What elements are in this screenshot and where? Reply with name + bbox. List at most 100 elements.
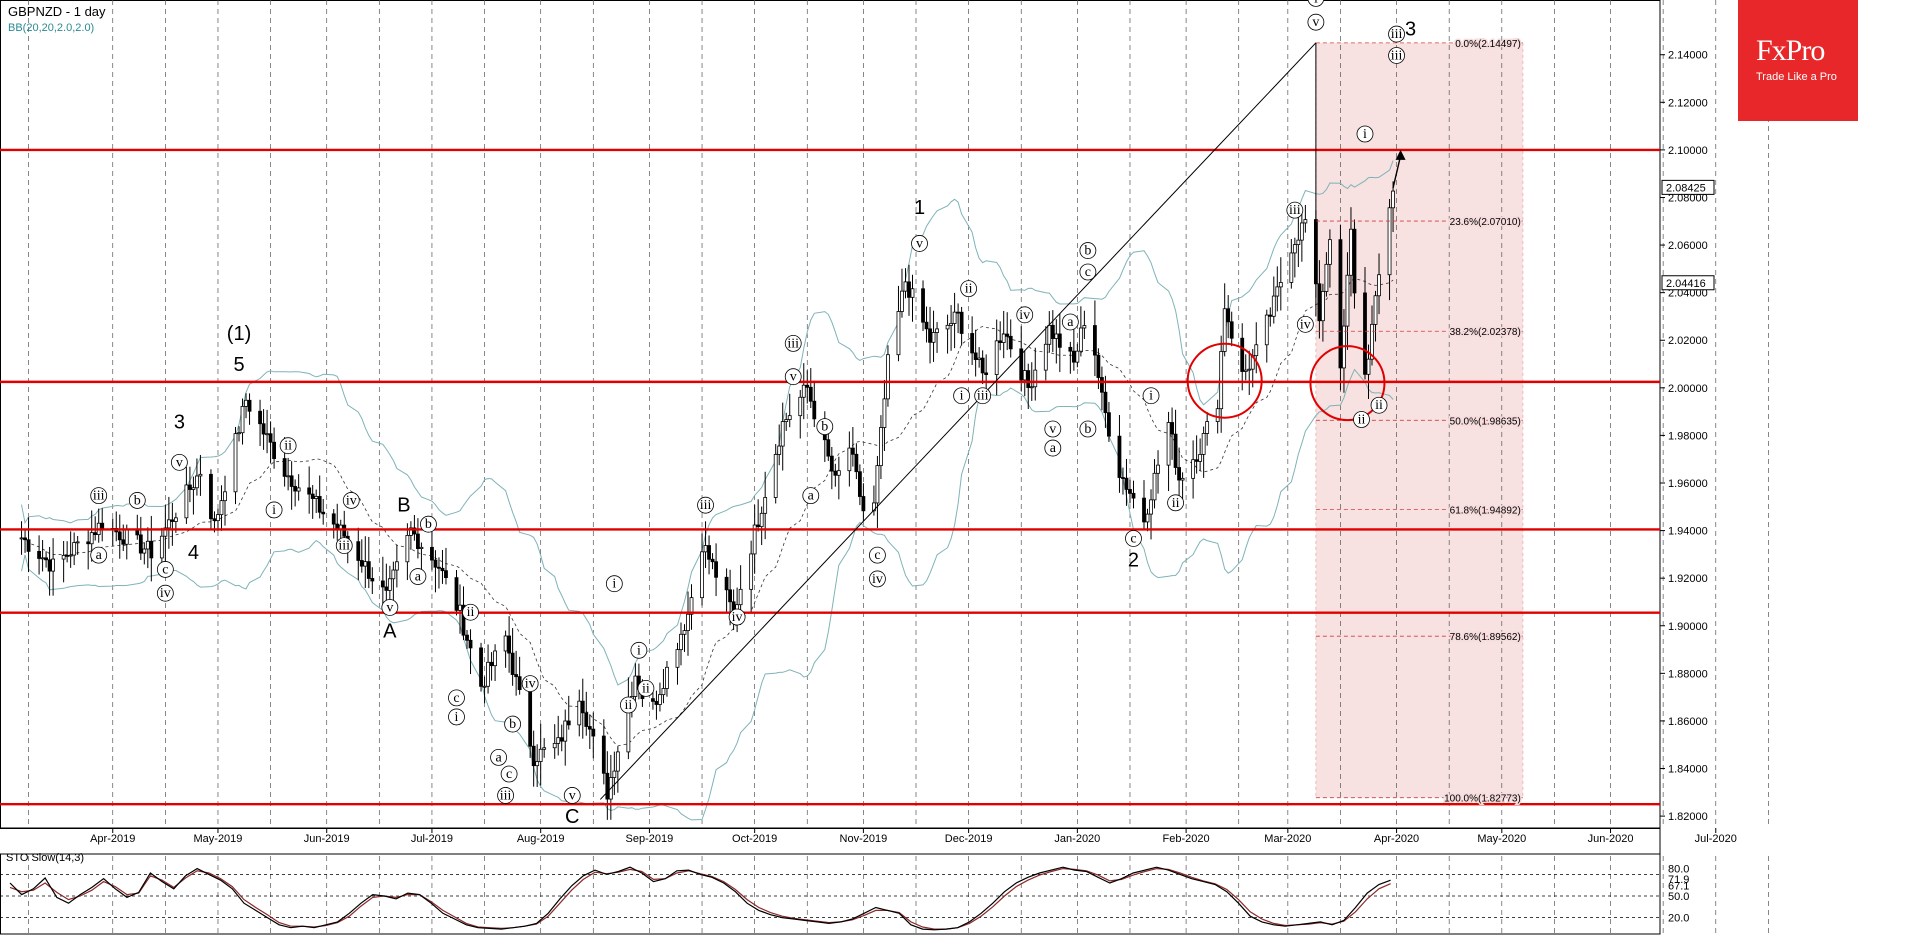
wave-label-circle xyxy=(504,715,522,733)
candle-body xyxy=(142,548,147,554)
wave-label: b xyxy=(1084,244,1091,259)
brand-logo: FxPro xyxy=(1756,34,1825,67)
stochastic-level-label: 50.0 xyxy=(1668,891,1689,903)
candle-body xyxy=(121,539,126,545)
candle-body xyxy=(391,569,396,580)
candle-body xyxy=(1268,314,1273,317)
candle-body xyxy=(1201,433,1206,455)
wave-label-circle xyxy=(156,584,174,602)
wave-label: iv xyxy=(1019,308,1030,323)
brand-logo-box[interactable]: FxPro Trade Like a Pro xyxy=(1738,0,1858,121)
candle-body xyxy=(1001,333,1006,343)
candle-body xyxy=(538,748,543,762)
candle-body xyxy=(861,496,866,512)
wave-label: i xyxy=(960,389,964,404)
candle-body xyxy=(833,470,838,476)
wave-label: iii xyxy=(1289,203,1301,218)
candle-body xyxy=(970,333,975,354)
wave-label-circle xyxy=(521,675,539,693)
candle-body xyxy=(258,410,262,425)
chart-title: GBPNZD - 1 day xyxy=(8,4,106,19)
wave-label-circle xyxy=(128,492,146,509)
candle-body xyxy=(408,527,413,536)
candle-body xyxy=(661,688,666,696)
wave-label: i xyxy=(1363,127,1367,142)
candle-body xyxy=(163,527,168,537)
wave-label-circle xyxy=(697,496,714,514)
time-tick-label: May-2019 xyxy=(194,833,243,845)
candle-body xyxy=(798,396,803,417)
wave-label: a xyxy=(1067,315,1074,330)
wave-label-circle xyxy=(1307,0,1325,7)
candle-body xyxy=(577,700,582,726)
candle-body xyxy=(921,288,925,323)
candle-body xyxy=(307,487,312,495)
wave-label: i xyxy=(1314,0,1318,6)
candle-body xyxy=(675,649,680,668)
wave-label-circle xyxy=(1044,420,1062,438)
wave-label-circle xyxy=(1356,125,1374,143)
wave-label-circle xyxy=(1044,439,1062,457)
candle-body xyxy=(366,561,371,579)
trendline xyxy=(599,42,1317,800)
fibonacci-level-label: 38.2%(2.02378) xyxy=(1450,327,1521,338)
candle-body xyxy=(237,432,241,435)
candle-body xyxy=(1008,335,1013,350)
wave-label: b xyxy=(821,420,828,435)
candle-body xyxy=(1296,239,1301,246)
candle-body xyxy=(317,496,322,513)
candle-body xyxy=(1170,422,1174,435)
fibonacci-level-label: 50.0%(1.98635) xyxy=(1450,416,1521,427)
wave-label: A xyxy=(383,621,397,643)
candle-body xyxy=(580,700,585,714)
candle-body xyxy=(458,604,462,611)
wave-label-circle xyxy=(170,453,188,471)
candle-body xyxy=(444,570,448,579)
price-tick-label: 1.94000 xyxy=(1668,526,1708,538)
highlight-circle xyxy=(1309,345,1386,422)
candle-body xyxy=(566,720,571,726)
candle-body xyxy=(489,661,494,667)
price-tick-label: 2.12000 xyxy=(1668,97,1708,109)
candle-body xyxy=(223,491,227,502)
candle-body xyxy=(1078,327,1083,352)
candle-body xyxy=(149,540,154,559)
candle-body xyxy=(293,486,298,492)
candle-body xyxy=(1243,369,1248,372)
candle-body xyxy=(703,545,708,553)
candle-body xyxy=(461,604,466,636)
candle-body xyxy=(1177,467,1181,481)
wave-label-circle xyxy=(1307,13,1325,31)
candle-body xyxy=(1054,333,1059,339)
candle-body xyxy=(984,372,989,375)
wave-label-circle xyxy=(619,696,637,714)
candle-body xyxy=(900,290,904,312)
stochastic-level-label: 80.0 xyxy=(1668,863,1689,875)
wave-label: iv xyxy=(160,586,171,601)
wave-label: (1) xyxy=(227,323,251,345)
wave-label-circle xyxy=(1286,201,1304,219)
candle-body xyxy=(949,323,953,326)
price-tick-label: 2.06000 xyxy=(1668,240,1708,252)
candle-body xyxy=(552,742,557,749)
target-arrow-head xyxy=(1395,149,1406,160)
candle-body xyxy=(535,761,540,767)
candle-body xyxy=(138,534,143,554)
wave-label: ii xyxy=(642,681,650,696)
candle-body xyxy=(728,589,732,603)
candle-body xyxy=(633,675,638,697)
candle-body xyxy=(1215,408,1220,422)
wave-label: a xyxy=(808,489,815,504)
candle-body xyxy=(240,406,245,434)
candle-body xyxy=(44,557,48,561)
candle-body xyxy=(1124,477,1129,490)
candle-body xyxy=(1057,333,1062,348)
candle-body xyxy=(903,281,908,292)
candle-body xyxy=(1198,454,1203,462)
candle-body xyxy=(1142,497,1146,523)
candle-body xyxy=(1191,459,1196,479)
time-tick-label: Jul-2019 xyxy=(411,833,453,845)
candle-body xyxy=(531,745,536,767)
current-price-label: 2.08425 xyxy=(1666,182,1706,194)
candle-body xyxy=(1043,343,1048,371)
